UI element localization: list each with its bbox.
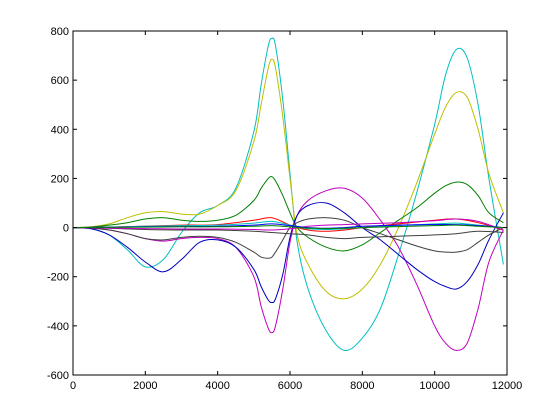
series-line-4 xyxy=(72,187,504,351)
series-line-9 xyxy=(72,220,504,231)
x-tick-label: 2000 xyxy=(133,380,157,392)
series-line-5 xyxy=(72,202,504,304)
series-line-12 xyxy=(72,224,504,230)
x-tick-label: 0 xyxy=(70,380,76,392)
y-tick-label: 400 xyxy=(51,124,69,136)
y-tick-label: -400 xyxy=(47,321,69,333)
y-tick-label: 200 xyxy=(51,173,69,185)
x-tick-label: 12000 xyxy=(492,380,523,392)
y-tick-label: 0 xyxy=(63,223,69,235)
y-tick-label: 600 xyxy=(51,75,69,87)
series-line-8 xyxy=(72,227,504,240)
x-tick-label: 4000 xyxy=(205,380,229,392)
plot-area xyxy=(73,31,507,375)
y-tick-label: 800 xyxy=(51,26,69,38)
x-tick-label: 6000 xyxy=(278,380,302,392)
series-line-3 xyxy=(72,176,504,252)
x-axis: 0 2000 4000 6000 8000 10000 12000 xyxy=(70,31,522,392)
y-axis: -600 -400 -200 0 200 400 600 800 xyxy=(47,26,507,382)
x-tick-label: 8000 xyxy=(350,380,374,392)
series-line-10 xyxy=(72,218,504,231)
series-layer xyxy=(72,37,504,352)
series-line-1 xyxy=(72,37,504,352)
y-tick-label: -200 xyxy=(47,272,69,284)
x-tick-label: 10000 xyxy=(419,380,450,392)
series-line-2 xyxy=(72,58,504,300)
y-tick-label: -600 xyxy=(47,370,69,382)
